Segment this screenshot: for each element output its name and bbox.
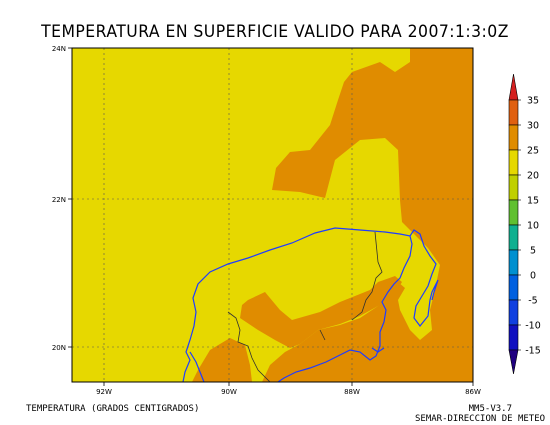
model-label: MM5-V3.7 — [468, 404, 512, 414]
colorbar-swatch — [508, 199, 519, 226]
colorbar-label: -15 — [525, 346, 541, 357]
x-tick-92w: 92W — [96, 388, 112, 396]
colorbar-label: 20 — [527, 171, 539, 182]
colorbar-label: -5 — [528, 296, 537, 307]
colorbar-label: 15 — [527, 196, 539, 207]
footer-credits: MM5-V3.7 SEMAR-DIRECCION DE METEO — [415, 404, 550, 424]
colorbar-swatch — [508, 274, 519, 301]
colorbar-swatch — [508, 299, 519, 326]
colorbar-swatch — [508, 249, 519, 276]
map-title: TEMPERATURA EN SUPERFICIE VALIDO PARA 20… — [41, 22, 509, 42]
map-frame — [71, 47, 474, 383]
colorbar-label: 35 — [527, 96, 539, 107]
colorbar-label: 5 — [530, 246, 536, 257]
tick-marks — [68, 47, 474, 386]
colorbar-label: 30 — [527, 121, 539, 132]
y-tick-22n: 22N — [52, 196, 66, 204]
colorbar-swatch — [508, 99, 519, 126]
state-border — [227, 231, 383, 382]
y-tick-20n: 20N — [52, 344, 66, 352]
colorbar-label: 25 — [527, 146, 539, 157]
colorbar-bottom-arrow — [508, 349, 519, 375]
colorbar-swatch — [508, 124, 519, 151]
agency-label: SEMAR-DIRECCION DE METEO — [415, 414, 546, 424]
colorbar: 35 30 25 20 15 10 5 0 -5 -10 -15 — [508, 73, 541, 375]
colorbar-swatch — [508, 149, 519, 176]
field-label: TEMPERATURA (GRADOS CENTIGRADOS) — [26, 404, 200, 414]
colorbar-swatch — [508, 174, 519, 201]
y-tick-24n: 24N — [52, 45, 66, 53]
band-25-30-south — [192, 338, 252, 382]
x-tick-90w: 90W — [221, 388, 237, 396]
x-tick-88w: 88W — [344, 388, 360, 396]
colorbar-top-arrow — [508, 73, 519, 101]
colorbar-swatch — [508, 324, 519, 351]
colorbar-label: 10 — [527, 221, 539, 232]
band-25-30-east — [262, 48, 473, 382]
x-tick-86w: 86W — [465, 388, 481, 396]
colorbar-label: 0 — [530, 271, 536, 282]
band-25-30-west — [240, 276, 402, 348]
colorbar-label: -10 — [525, 321, 541, 332]
colorbar-swatch — [508, 224, 519, 251]
coastline — [182, 227, 439, 382]
graticule — [72, 48, 473, 382]
